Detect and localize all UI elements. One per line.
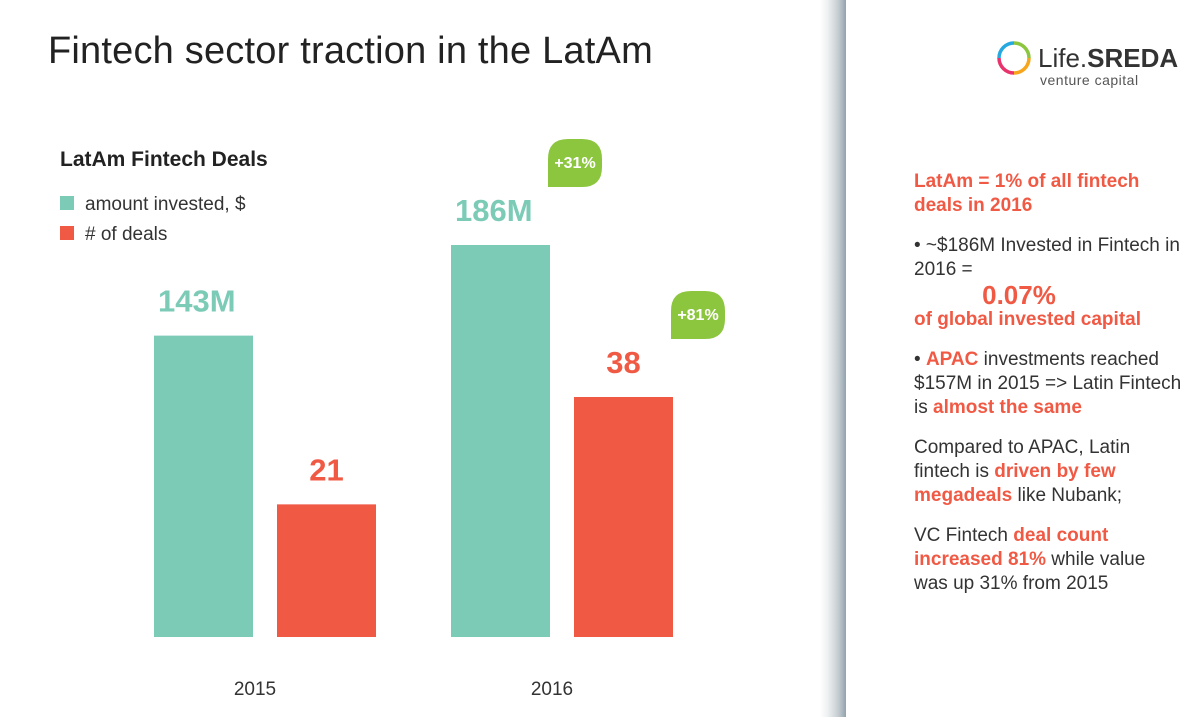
bar-deals-2016 — [574, 397, 673, 637]
note-investment: • ~$186M Invested in Fintech in 2016 = 0… — [914, 234, 1184, 332]
notes-headline: LatAm = 1% of all fintech deals in 2016 — [914, 170, 1184, 218]
logo-tagline: venture capital — [1040, 72, 1139, 88]
note-apac-highlight: APAC — [925, 349, 979, 370]
note-apac: • APAC investments reached $157M in 2015… — [914, 348, 1184, 420]
note-deal-count: VC Fintech deal count increased 81% whil… — [914, 524, 1184, 596]
note-megadeals-text: Compared to APAC, Latin fintech is — [914, 437, 1131, 482]
legend-label-0: amount invested, $ — [85, 194, 246, 215]
page-title: Fintech sector traction in the LatAm — [48, 30, 653, 72]
growth-label-deals: +81% — [677, 307, 718, 324]
note-apac-bullet: • — [914, 349, 926, 370]
value-label-deals-2016: 38 — [606, 345, 640, 380]
value-label-deals-2015: 21 — [309, 452, 343, 487]
category-label-2015: 2015 — [234, 679, 276, 700]
logo-name-bold: SREDA — [1087, 43, 1179, 73]
note-deal-count-post: while value was up 31% from 2015 — [914, 549, 1146, 594]
note-megadeals-highlight: driven by few megadeals — [914, 461, 1116, 506]
note-deal-count-highlight: deal count increased 81% — [914, 525, 1109, 570]
bar-chart: LatAm Fintech Deals amount invested, $ # o… — [60, 139, 725, 700]
bar-amount-2015 — [154, 335, 253, 637]
notes-panel: LatAm = 1% of all fintech deals in 2016 … — [914, 170, 1184, 612]
logo-ring-icon — [997, 41, 1031, 75]
category-label-2016: 2016 — [531, 679, 573, 700]
value-label-amount-2015: 143M — [158, 284, 236, 319]
note-investment-text: • ~$186M Invested in Fintech in 2016 = — [914, 235, 1180, 280]
chart-title: LatAm Fintech Deals — [60, 148, 268, 171]
growth-bubble-deals — [671, 291, 725, 339]
growth-bubble-amount — [548, 139, 602, 187]
logo-name-light: Life. — [1038, 43, 1088, 73]
right-panel — [846, 0, 1200, 717]
note-apac-text: investments reached $157M in 2015 => Lat… — [914, 349, 1182, 418]
bar-amount-2016 — [451, 245, 550, 637]
note-deal-count-text: VC Fintech — [914, 525, 1014, 546]
panel-divider — [820, 0, 846, 717]
note-investment-highlight: of global invested capital — [914, 309, 1141, 330]
legend-swatch-1 — [60, 226, 74, 240]
headline-text: LatAm = 1% of all fintech deals in 2016 — [914, 171, 1140, 216]
value-label-amount-2016: 186M — [455, 193, 533, 228]
bar-deals-2015 — [277, 504, 376, 637]
global-share-value: 0.07% — [982, 280, 1056, 310]
growth-label-amount: +31% — [554, 155, 595, 172]
legend-label-1: # of deals — [85, 224, 167, 245]
note-apac-conclusion: almost the same — [933, 397, 1082, 418]
logo-name: Life.SREDA — [1038, 43, 1178, 74]
company-logo: Life.SREDA venture capital — [996, 40, 1186, 90]
note-megadeals-post: like Nubank; — [1012, 485, 1123, 506]
legend-swatch-0 — [60, 196, 74, 210]
note-megadeals: Compared to APAC, Latin fintech is drive… — [914, 436, 1184, 508]
